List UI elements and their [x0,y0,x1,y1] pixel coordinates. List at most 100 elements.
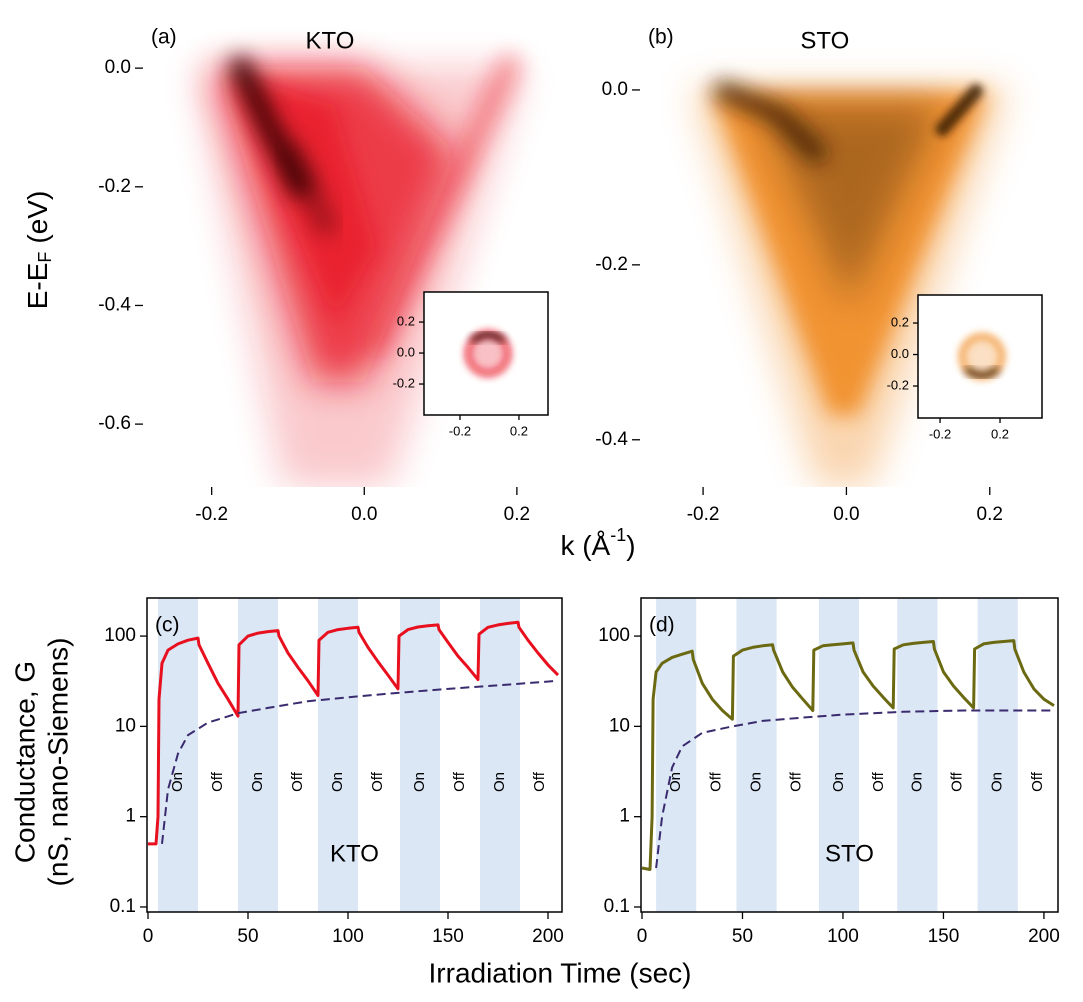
intensity-map [757,105,943,306]
y-tick-label: -0.2 [98,176,131,197]
y-tick-label: -0.6 [98,413,131,434]
span-label: On [908,772,925,792]
on-span [656,598,697,912]
panel-title: STO [825,840,874,867]
panel-label: (d) [649,614,675,637]
inset-fermi-surface [468,333,508,374]
y-tick-label: -0.2 [393,375,415,390]
span-label: On [169,772,186,792]
y-tick-label: 0.1 [604,896,630,917]
y-tick-label: 100 [598,625,630,646]
x-axis-title: Irradiation Time (sec) [429,957,692,988]
intensity-band [363,54,522,357]
plot-frame [640,597,1059,913]
span-label: On [989,772,1006,792]
y-tick-label: 10 [115,715,136,736]
on-span [318,598,358,912]
y-tick-label: 1 [619,806,630,827]
x-tick-label: 0 [143,926,154,947]
y-tick-label: 0.0 [397,344,415,359]
panel-label: (b) [648,26,674,49]
span-label: Off [707,771,724,792]
y-tick-label: 0.0 [105,57,131,78]
baseline-line [161,679,559,845]
y-tick-label: 1 [125,806,136,827]
y-tick-label: -0.2 [887,377,909,392]
on-span [480,598,520,912]
intensity-band [279,141,338,237]
span-label: Off [788,771,805,792]
on-span [977,598,1018,912]
span-label: Off [1029,771,1046,792]
span-label: On [830,772,847,792]
span-label: On [667,772,684,792]
inset-hotspot [964,366,1000,379]
on-span [818,598,860,912]
x-tick-label: 0.2 [977,504,1003,525]
x-tick-label: 0.0 [351,504,377,525]
span-label: Off [948,771,965,792]
x-tick-label: -0.2 [687,504,720,525]
span-label: Off [870,771,887,792]
x-tick-label: 0 [637,926,648,947]
panel-title: KTO [306,27,355,54]
plot-area [148,620,560,846]
inset-hotspot [470,331,506,344]
y-tick-label: 0.2 [397,313,415,328]
y-tick-label: 0.0 [602,79,628,100]
x-tick-label: 200 [532,926,564,947]
span-label: On [491,772,508,792]
plot-area [194,54,529,487]
y-tick-label: 0.0 [891,346,909,361]
span-label: Off [289,771,306,792]
span-label: On [329,772,346,792]
x-tick-label: -0.2 [449,423,471,438]
x-tick-label: -0.2 [929,426,951,441]
plot-frame [146,597,563,913]
y-tick-label: -0.2 [595,254,628,275]
y-tick-label: 100 [104,625,136,646]
intensity-band [714,81,827,164]
x-tick-label: 150 [432,926,464,947]
conductance-line [148,620,560,846]
span-label: On [748,772,765,792]
x-tick-label: 100 [332,926,364,947]
on-span [400,598,440,912]
y-axis-title: E-EF(eV) [22,191,54,310]
panel-label: (a) [151,26,177,49]
on-span [238,598,278,912]
plot-area [679,81,1021,487]
x-tick-label: 0.0 [833,504,859,525]
span-label: On [249,772,266,792]
x-tick-label: 100 [827,926,859,947]
span-label: On [411,772,428,792]
y-tick-label: 0.1 [110,896,136,917]
inset-fermi-surface [962,336,1002,377]
x-tick-label: 0.2 [991,426,1009,441]
x-tick-label: 200 [1028,926,1060,947]
x-tick-label: 150 [928,926,960,947]
on-span [897,598,938,912]
x-axis-title: k (Å-1) [560,525,635,562]
conductance-line [641,639,1055,871]
panel-title: KTO [330,840,379,867]
x-tick-label: 0.2 [510,423,528,438]
y-axis-subtitle: (nS, nano-Siemens) [42,637,73,886]
x-tick-label: -0.2 [195,504,228,525]
x-tick-label: 0.2 [504,504,530,525]
y-tick-label: 10 [609,715,630,736]
span-label: Off [369,771,386,792]
panel-label: (c) [155,614,180,637]
x-tick-label: 50 [237,926,258,947]
panel-title: STO [800,27,849,54]
span-label: Off [451,771,468,792]
x-tick-label: 50 [732,926,753,947]
intensity-band [935,84,983,137]
span-label: Off [531,771,548,792]
y-tick-label: -0.4 [595,429,628,450]
y-axis-title: Conductance, G [9,661,40,863]
span-label: Off [209,771,226,792]
y-tick-label: 0.2 [891,314,909,329]
